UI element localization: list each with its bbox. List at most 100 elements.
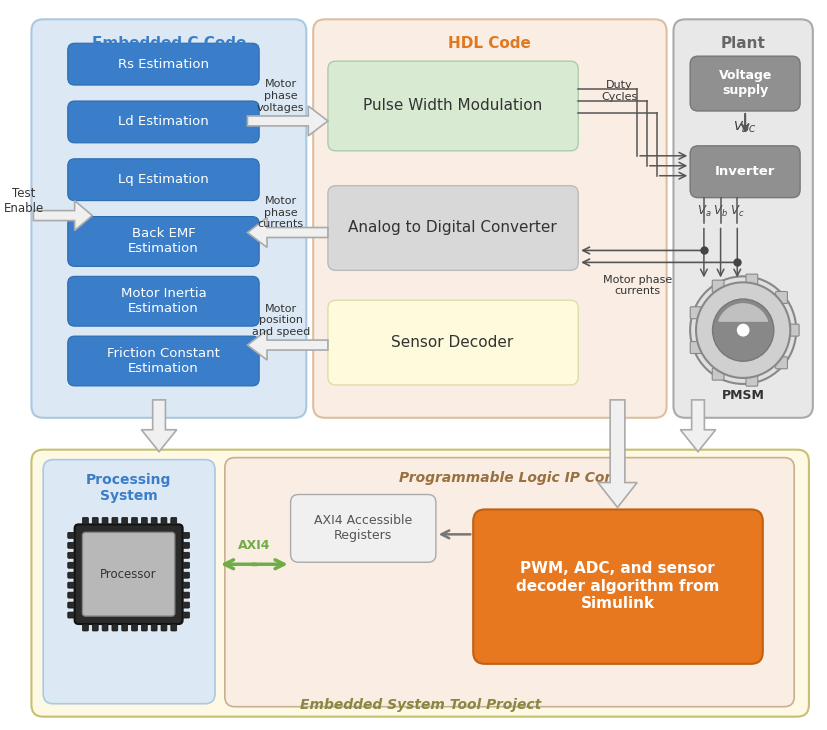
FancyBboxPatch shape <box>183 562 189 568</box>
FancyBboxPatch shape <box>775 291 786 304</box>
FancyBboxPatch shape <box>43 460 215 704</box>
FancyBboxPatch shape <box>151 518 157 524</box>
Text: $V_{DC}$: $V_{DC}$ <box>733 120 756 136</box>
Text: PMSM: PMSM <box>721 389 763 402</box>
Text: Friction Constant
Estimation: Friction Constant Estimation <box>107 347 220 375</box>
Text: Pulse Width Modulation: Pulse Width Modulation <box>362 99 542 113</box>
Text: Plant: Plant <box>719 36 765 51</box>
FancyBboxPatch shape <box>68 159 259 201</box>
Text: Lq Estimation: Lq Estimation <box>118 173 208 186</box>
Text: AXI4: AXI4 <box>237 539 270 553</box>
Text: Processing
System: Processing System <box>86 472 171 503</box>
FancyBboxPatch shape <box>92 518 98 524</box>
Text: Motor
phase
voltages: Motor phase voltages <box>256 80 304 112</box>
Circle shape <box>735 323 749 337</box>
FancyBboxPatch shape <box>786 324 798 336</box>
FancyBboxPatch shape <box>74 524 183 624</box>
Text: Embedded C Code: Embedded C Code <box>92 36 246 51</box>
FancyBboxPatch shape <box>122 624 127 631</box>
Text: Inverter: Inverter <box>714 165 774 178</box>
FancyBboxPatch shape <box>160 624 167 631</box>
Polygon shape <box>597 400 636 507</box>
FancyBboxPatch shape <box>170 518 176 524</box>
FancyBboxPatch shape <box>711 280 723 292</box>
FancyBboxPatch shape <box>68 562 74 568</box>
FancyBboxPatch shape <box>690 56 799 111</box>
FancyBboxPatch shape <box>68 277 259 326</box>
FancyBboxPatch shape <box>83 624 88 631</box>
FancyBboxPatch shape <box>141 624 147 631</box>
FancyBboxPatch shape <box>131 624 137 631</box>
FancyBboxPatch shape <box>112 518 117 524</box>
Polygon shape <box>141 400 176 452</box>
Circle shape <box>712 299 773 361</box>
FancyBboxPatch shape <box>327 185 577 270</box>
FancyBboxPatch shape <box>183 582 189 588</box>
FancyBboxPatch shape <box>122 518 127 524</box>
Text: $V_c$: $V_c$ <box>729 204 743 219</box>
FancyBboxPatch shape <box>68 542 74 548</box>
FancyBboxPatch shape <box>68 602 74 608</box>
FancyBboxPatch shape <box>68 532 74 538</box>
FancyBboxPatch shape <box>160 518 167 524</box>
FancyBboxPatch shape <box>745 374 757 386</box>
Text: Duty
Cycles: Duty Cycles <box>600 80 637 102</box>
FancyBboxPatch shape <box>68 101 259 143</box>
FancyBboxPatch shape <box>313 19 666 418</box>
FancyBboxPatch shape <box>183 553 189 558</box>
FancyBboxPatch shape <box>690 307 701 319</box>
FancyBboxPatch shape <box>131 518 137 524</box>
FancyBboxPatch shape <box>672 19 812 418</box>
Text: Motor phase
currents: Motor phase currents <box>602 274 671 296</box>
FancyBboxPatch shape <box>183 602 189 608</box>
FancyBboxPatch shape <box>183 612 189 618</box>
Text: Processor: Processor <box>100 568 157 580</box>
Text: $V_b$: $V_b$ <box>712 204 727 219</box>
FancyBboxPatch shape <box>183 532 189 538</box>
Text: Voltage
supply: Voltage supply <box>718 69 771 97</box>
FancyBboxPatch shape <box>290 494 435 562</box>
FancyBboxPatch shape <box>690 342 701 353</box>
Text: Rs Estimation: Rs Estimation <box>117 58 208 71</box>
Text: HDL Code: HDL Code <box>448 36 531 51</box>
FancyBboxPatch shape <box>170 624 176 631</box>
Polygon shape <box>718 304 767 321</box>
FancyBboxPatch shape <box>68 572 74 578</box>
Text: Programmable Logic IP Core: Programmable Logic IP Core <box>399 471 619 485</box>
Polygon shape <box>33 201 92 231</box>
Text: Sensor Decoder: Sensor Decoder <box>391 334 513 350</box>
FancyBboxPatch shape <box>102 624 108 631</box>
FancyBboxPatch shape <box>83 518 88 524</box>
FancyBboxPatch shape <box>68 336 259 386</box>
FancyBboxPatch shape <box>690 146 799 198</box>
FancyBboxPatch shape <box>327 300 577 385</box>
FancyBboxPatch shape <box>68 217 259 266</box>
Text: Test
Enable: Test Enable <box>3 187 44 215</box>
Text: PWM, ADC, and sensor
decoder algorithm from
Simulink: PWM, ADC, and sensor decoder algorithm f… <box>515 561 719 611</box>
Polygon shape <box>247 218 327 247</box>
FancyBboxPatch shape <box>92 624 98 631</box>
Polygon shape <box>680 400 715 452</box>
Circle shape <box>690 277 796 384</box>
FancyBboxPatch shape <box>183 572 189 578</box>
Polygon shape <box>247 330 327 360</box>
FancyBboxPatch shape <box>327 61 577 151</box>
FancyBboxPatch shape <box>68 582 74 588</box>
FancyBboxPatch shape <box>68 612 74 618</box>
FancyBboxPatch shape <box>183 542 189 548</box>
Text: Motor
phase
currents: Motor phase currents <box>257 196 304 229</box>
Text: Motor Inertia
Estimation: Motor Inertia Estimation <box>121 287 206 315</box>
Text: Analog to Digital Converter: Analog to Digital Converter <box>348 220 557 235</box>
FancyBboxPatch shape <box>68 43 259 85</box>
Text: Motor
position
and speed: Motor position and speed <box>251 304 309 337</box>
Text: Back EMF
Estimation: Back EMF Estimation <box>128 228 198 255</box>
FancyBboxPatch shape <box>472 510 762 664</box>
Text: AXI4 Accessible
Registers: AXI4 Accessible Registers <box>313 515 412 542</box>
Polygon shape <box>247 106 327 136</box>
Text: Embedded System Tool Project: Embedded System Tool Project <box>299 698 540 712</box>
Text: $V_a$: $V_a$ <box>696 204 710 219</box>
FancyBboxPatch shape <box>31 19 306 418</box>
FancyBboxPatch shape <box>225 458 793 707</box>
FancyBboxPatch shape <box>68 592 74 598</box>
FancyBboxPatch shape <box>31 450 808 717</box>
